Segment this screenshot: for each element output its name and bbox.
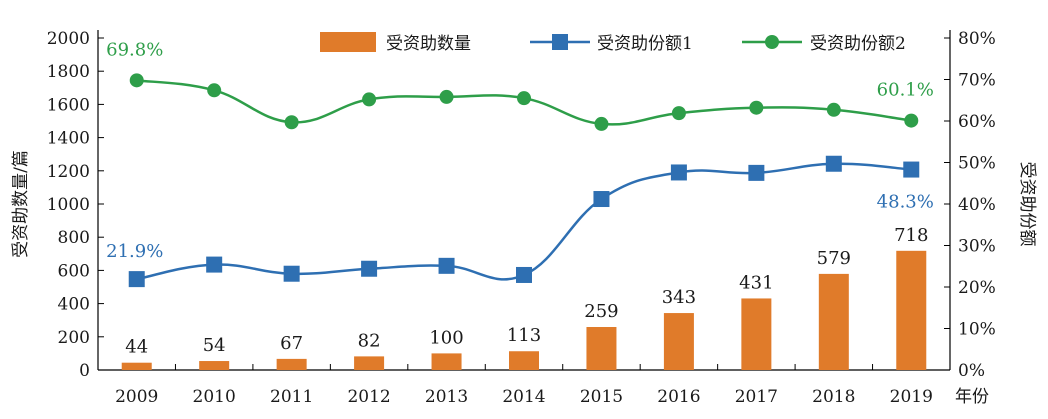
x-tick-label: 2014 bbox=[502, 387, 545, 407]
line-series bbox=[128, 73, 920, 288]
series-point-square bbox=[361, 260, 378, 277]
series-point-circle bbox=[517, 91, 531, 106]
series-point-circle bbox=[826, 102, 841, 117]
bar bbox=[276, 358, 307, 370]
right-tick-label: 30% bbox=[958, 237, 996, 257]
bar bbox=[818, 273, 849, 370]
legend-line2-marker bbox=[765, 35, 779, 49]
right-tick-label: 40% bbox=[958, 195, 996, 215]
series-point-square bbox=[206, 256, 223, 273]
series-point-circle bbox=[671, 106, 686, 121]
right-tick-label: 70% bbox=[958, 71, 996, 91]
legend-bar-label: 受资助数量 bbox=[386, 34, 471, 54]
bar-value-label: 259 bbox=[584, 301, 618, 322]
left-tick-label: 0 bbox=[79, 361, 90, 381]
series-point-square bbox=[438, 257, 455, 274]
x-tick-label: 2017 bbox=[735, 387, 778, 407]
series-line bbox=[136, 162, 912, 281]
x-tick-label: 2018 bbox=[812, 387, 855, 407]
bar-value-label: 44 bbox=[125, 337, 148, 358]
x-tick-label: 2009 bbox=[115, 387, 158, 407]
x-tick-label: 2011 bbox=[270, 387, 313, 407]
series-point-circle bbox=[207, 83, 222, 98]
legend-line1-label: 受资助份额1 bbox=[597, 34, 693, 54]
data-labels: 44 54 67 82 100 113 259 343 431 579 718 21.9% 48.3% 6… bbox=[106, 39, 934, 357]
bar-value-label: 54 bbox=[203, 335, 226, 356]
left-tick-label: 400 bbox=[58, 295, 90, 315]
series-annotation-label: 48.3% bbox=[877, 192, 934, 213]
bar-value-label: 82 bbox=[358, 330, 381, 351]
series-annotation-label: 21.9% bbox=[106, 241, 163, 262]
series-point-square bbox=[670, 164, 687, 181]
left-tick-label: 600 bbox=[58, 261, 90, 281]
x-tick-label: 2016 bbox=[657, 387, 700, 407]
series-point-square bbox=[825, 155, 842, 172]
right-tick-label: 10% bbox=[958, 320, 996, 340]
series-point-circle bbox=[749, 100, 764, 115]
bar bbox=[354, 356, 385, 370]
left-tick-label: 200 bbox=[58, 328, 90, 348]
legend-bar-swatch bbox=[320, 32, 376, 52]
bar bbox=[431, 353, 462, 370]
series-point-circle bbox=[284, 115, 299, 130]
legend: 受资助数量 受资助份额1 受资助份额2 bbox=[320, 32, 906, 54]
bar-value-label: 431 bbox=[739, 272, 773, 293]
bar bbox=[896, 250, 927, 370]
bar-value-label: 343 bbox=[662, 287, 696, 308]
left-tick-label: 2000 bbox=[47, 29, 90, 49]
bar bbox=[199, 361, 230, 370]
left-tick-label: 1000 bbox=[47, 195, 90, 215]
bar-value-label: 67 bbox=[280, 333, 303, 354]
bar-value-label: 100 bbox=[429, 327, 463, 348]
series-annotation-label: 60.1% bbox=[877, 80, 934, 101]
bar bbox=[741, 298, 772, 370]
series-annotation-label: 69.8% bbox=[106, 39, 163, 60]
bar-value-label: 113 bbox=[507, 325, 541, 346]
x-tick-label: 2013 bbox=[425, 387, 468, 407]
right-tick-label: 20% bbox=[958, 278, 996, 298]
legend-line1-marker bbox=[552, 34, 568, 50]
left-axis-title: 受资助数量/篇 bbox=[11, 150, 31, 258]
left-tick-label: 1800 bbox=[47, 62, 90, 82]
left-tick-label: 800 bbox=[58, 228, 90, 248]
series-point-square bbox=[283, 265, 300, 282]
legend-line2-label: 受资助份额2 bbox=[810, 34, 906, 54]
series-point-square bbox=[748, 164, 765, 181]
series-point-square bbox=[516, 266, 532, 283]
bar bbox=[663, 313, 694, 370]
x-unit-label: 年份 bbox=[955, 387, 989, 407]
x-tick-label: 2010 bbox=[193, 387, 236, 407]
right-axis-title: 受资助份额 bbox=[1017, 162, 1037, 247]
left-tick-label: 1600 bbox=[47, 95, 90, 115]
bar bbox=[509, 351, 539, 370]
bar-value-label: 718 bbox=[894, 225, 928, 246]
bar-value-label: 579 bbox=[817, 248, 851, 269]
bar-series bbox=[121, 250, 927, 370]
series-point-circle bbox=[129, 73, 144, 88]
x-tick-label: 2019 bbox=[890, 387, 933, 407]
left-tick-label: 1200 bbox=[47, 162, 90, 182]
series-point-circle bbox=[362, 92, 377, 107]
left-tick-label: 1400 bbox=[47, 129, 90, 149]
series-point-square bbox=[128, 271, 145, 288]
series-point-square bbox=[593, 191, 610, 208]
right-tick-label: 50% bbox=[958, 154, 996, 174]
series-point-circle bbox=[439, 89, 454, 104]
right-tick-label: 80% bbox=[958, 29, 996, 49]
right-tick-label: 60% bbox=[958, 112, 996, 132]
right-tick-label: 0% bbox=[958, 361, 985, 381]
x-tick-label: 2015 bbox=[580, 387, 623, 407]
series-point-circle bbox=[594, 116, 609, 131]
series-point-square bbox=[903, 161, 920, 178]
series-point-circle bbox=[904, 113, 919, 128]
bar bbox=[121, 362, 152, 370]
bar bbox=[586, 327, 617, 370]
x-tick-label: 2012 bbox=[347, 387, 390, 407]
axes: 0 200 400 600 800 1000 1200 1400 1600 1800 2000 0% 1… bbox=[47, 29, 996, 407]
